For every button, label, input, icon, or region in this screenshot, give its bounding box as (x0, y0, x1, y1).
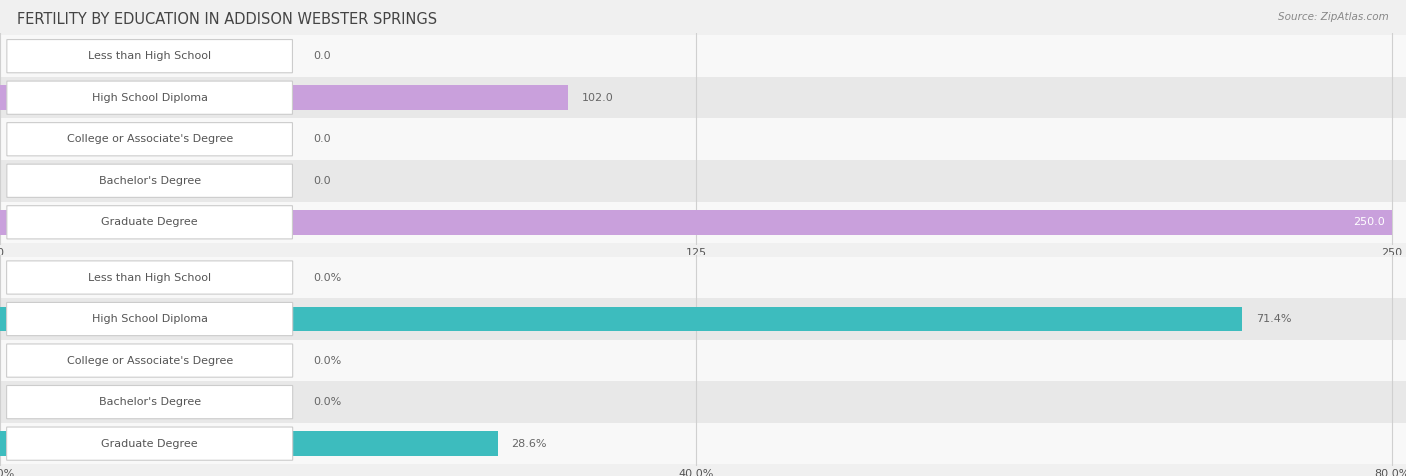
Bar (0, 423, 1406, 465)
Bar (0, 381, 1406, 423)
Text: 28.6%: 28.6% (512, 439, 547, 449)
Text: 0.0: 0.0 (314, 134, 330, 144)
Text: 0.0: 0.0 (314, 176, 330, 186)
FancyBboxPatch shape (7, 81, 292, 114)
Text: Bachelor's Degree: Bachelor's Degree (98, 397, 201, 407)
Bar (0, 298, 1406, 340)
Text: College or Associate's Degree: College or Associate's Degree (66, 356, 233, 366)
Bar (0, 160, 1406, 201)
Bar (0, 307, 1243, 331)
Bar (0, 85, 568, 110)
Text: 250.0: 250.0 (1354, 218, 1385, 228)
Text: Bachelor's Degree: Bachelor's Degree (98, 176, 201, 186)
Text: Graduate Degree: Graduate Degree (101, 439, 198, 449)
Text: Less than High School: Less than High School (89, 272, 211, 282)
FancyBboxPatch shape (7, 123, 292, 156)
Bar (0, 340, 1406, 381)
Bar (0, 77, 1406, 119)
Text: 0.0%: 0.0% (314, 356, 342, 366)
FancyBboxPatch shape (7, 261, 292, 294)
FancyBboxPatch shape (7, 206, 292, 239)
FancyBboxPatch shape (7, 427, 292, 460)
Text: 102.0: 102.0 (582, 93, 613, 103)
Text: FERTILITY BY EDUCATION IN ADDISON WEBSTER SPRINGS: FERTILITY BY EDUCATION IN ADDISON WEBSTE… (17, 12, 437, 27)
Text: Graduate Degree: Graduate Degree (101, 218, 198, 228)
Bar (0, 119, 1406, 160)
Text: High School Diploma: High School Diploma (91, 93, 208, 103)
Text: 0.0%: 0.0% (314, 272, 342, 282)
Bar (0, 35, 1406, 77)
Bar (0, 201, 1406, 243)
Text: High School Diploma: High School Diploma (91, 314, 208, 324)
FancyBboxPatch shape (7, 40, 292, 73)
FancyBboxPatch shape (7, 386, 292, 419)
Text: 0.0: 0.0 (314, 51, 330, 61)
FancyBboxPatch shape (7, 302, 292, 336)
Text: 71.4%: 71.4% (1257, 314, 1292, 324)
FancyBboxPatch shape (7, 344, 292, 377)
FancyBboxPatch shape (7, 164, 292, 198)
Bar (0, 210, 1392, 235)
Text: Less than High School: Less than High School (89, 51, 211, 61)
Bar (0, 257, 1406, 298)
Text: Source: ZipAtlas.com: Source: ZipAtlas.com (1278, 12, 1389, 22)
Bar (0, 431, 498, 456)
Text: 0.0%: 0.0% (314, 397, 342, 407)
Text: College or Associate's Degree: College or Associate's Degree (66, 134, 233, 144)
